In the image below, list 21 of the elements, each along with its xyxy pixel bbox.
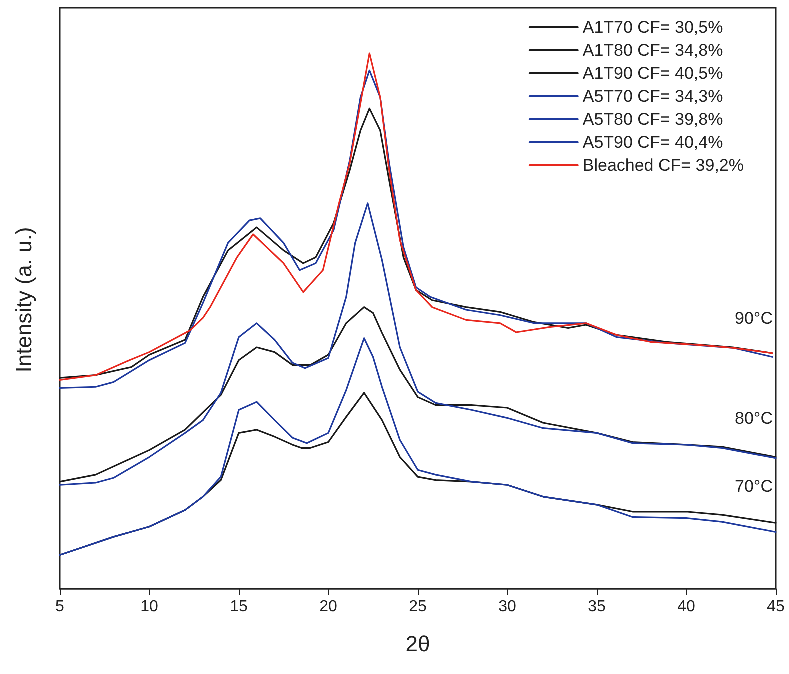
legend-label: A1T70 CF= 30,5% [582, 18, 724, 37]
legend-label: A1T90 CF= 40,5% [582, 64, 724, 83]
x-tick-label: 45 [767, 598, 785, 616]
x-tick-label: 40 [678, 598, 696, 616]
annotation: 80°C [735, 409, 773, 428]
annotation: 90°C [735, 309, 773, 328]
legend-label: A5T80 CF= 39,8% [582, 110, 724, 129]
x-tick-label: 5 [56, 598, 65, 616]
x-tick-label: 20 [320, 598, 338, 616]
y-axis-title: Intensity (a. u.) [12, 227, 36, 373]
x-tick-label: 30 [498, 598, 516, 616]
annotation: 70°C [735, 477, 773, 496]
x-tick-label: 25 [409, 598, 427, 616]
x-axis-title: 2θ [406, 632, 430, 656]
x-tick-label: 15 [230, 598, 248, 616]
x-tick-label: 10 [140, 598, 158, 616]
legend-label: A1T80 CF= 34,8% [582, 41, 724, 60]
legend-label: A5T90 CF= 40,4% [582, 133, 724, 152]
legend-label: A5T70 CF= 34,3% [582, 87, 724, 106]
legend-label: Bleached CF= 39,2% [582, 156, 744, 175]
x-tick-label: 35 [588, 598, 606, 616]
